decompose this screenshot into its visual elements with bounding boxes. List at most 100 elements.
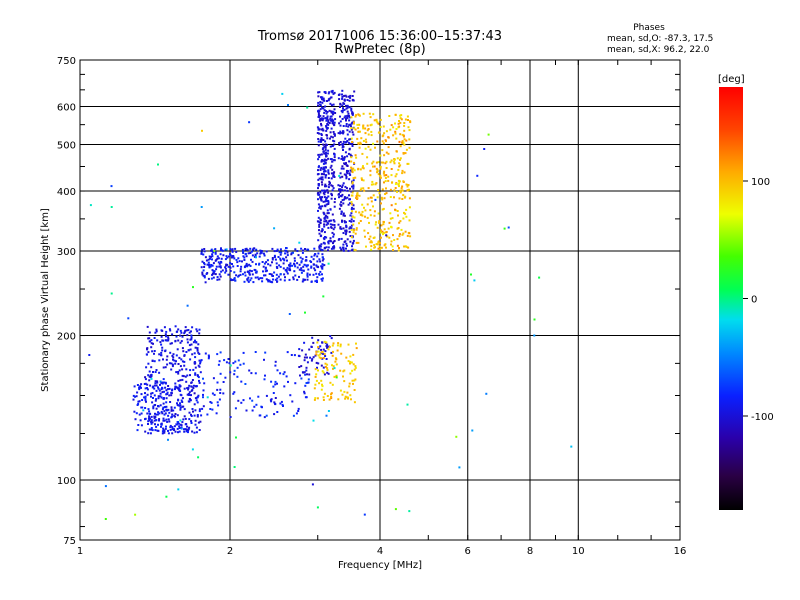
data-point (282, 257, 284, 260)
data-point (169, 342, 172, 345)
data-point (192, 368, 195, 371)
data-point (144, 397, 147, 400)
data-point (353, 368, 356, 371)
data-point (323, 167, 326, 170)
data-point (408, 219, 411, 222)
data-point (219, 253, 222, 256)
data-point (361, 152, 364, 155)
data-point (193, 403, 196, 406)
data-point (181, 405, 184, 408)
data-point (271, 274, 274, 277)
data-point (346, 238, 349, 241)
data-point (337, 223, 340, 226)
data-point (159, 395, 162, 398)
data-point (180, 426, 183, 429)
data-point (353, 229, 356, 232)
data-point (212, 262, 215, 265)
data-point (284, 249, 287, 252)
data-point (359, 168, 362, 171)
data-point (378, 220, 381, 223)
data-point (280, 251, 283, 254)
data-point (283, 259, 286, 262)
data-point (349, 96, 352, 99)
data-point (150, 421, 153, 423)
data-point (338, 174, 341, 177)
data-point (377, 161, 380, 164)
data-point (327, 241, 330, 244)
x-tick-label: 6 (465, 546, 471, 557)
data-point (174, 362, 177, 365)
data-point (340, 210, 343, 213)
data-point (201, 129, 203, 132)
x-tick-label: 16 (674, 546, 687, 557)
data-point (288, 265, 291, 268)
data-point (285, 270, 288, 273)
data-point (240, 380, 243, 383)
data-point (330, 127, 333, 130)
data-point (361, 214, 364, 217)
data-point (315, 264, 318, 267)
data-point (274, 360, 277, 363)
x-tick-label: 10 (572, 546, 585, 557)
data-point (320, 160, 323, 163)
data-point (279, 372, 282, 375)
data-point (409, 235, 412, 238)
data-point (276, 411, 279, 413)
data-point (387, 136, 390, 139)
data-point (194, 366, 197, 369)
data-point (317, 339, 320, 342)
data-point (342, 227, 345, 230)
data-point (158, 359, 161, 362)
data-point (229, 371, 232, 374)
data-point (327, 186, 330, 189)
data-point (245, 255, 248, 258)
data-point (330, 172, 333, 175)
data-point (271, 258, 274, 261)
data-point (163, 410, 166, 413)
data-point (399, 189, 402, 192)
data-point (316, 366, 318, 369)
data-point (202, 393, 204, 396)
data-point (380, 196, 383, 199)
data-point (160, 423, 163, 426)
data-point (147, 351, 150, 354)
data-point (307, 268, 310, 271)
data-point (210, 255, 212, 258)
data-point (152, 397, 154, 399)
data-point (182, 418, 185, 421)
data-point (156, 339, 159, 342)
data-point (317, 138, 320, 140)
data-point (363, 189, 366, 192)
data-point (144, 399, 147, 402)
data-point (326, 123, 329, 125)
data-point (346, 189, 349, 192)
data-point (375, 161, 378, 164)
data-point (252, 281, 255, 284)
data-point (245, 409, 248, 412)
data-point (333, 140, 336, 143)
data-point (377, 131, 380, 134)
data-point (201, 273, 204, 276)
data-point (264, 266, 267, 269)
data-point (322, 168, 325, 171)
data-point (140, 412, 143, 415)
data-point (282, 405, 284, 407)
data-point (331, 213, 334, 216)
data-point (305, 396, 308, 399)
data-point (185, 329, 188, 332)
data-point (228, 255, 230, 258)
data-point (178, 384, 181, 387)
data-point (348, 95, 350, 98)
data-point (324, 220, 327, 223)
data-point (164, 406, 166, 408)
data-point (372, 160, 375, 163)
data-point (323, 392, 326, 395)
data-point (229, 278, 232, 281)
data-point (356, 123, 359, 126)
data-point (171, 388, 174, 391)
data-point (401, 189, 404, 192)
data-point (171, 354, 174, 357)
data-point (193, 431, 196, 434)
data-point (190, 336, 193, 339)
data-point (193, 384, 195, 387)
